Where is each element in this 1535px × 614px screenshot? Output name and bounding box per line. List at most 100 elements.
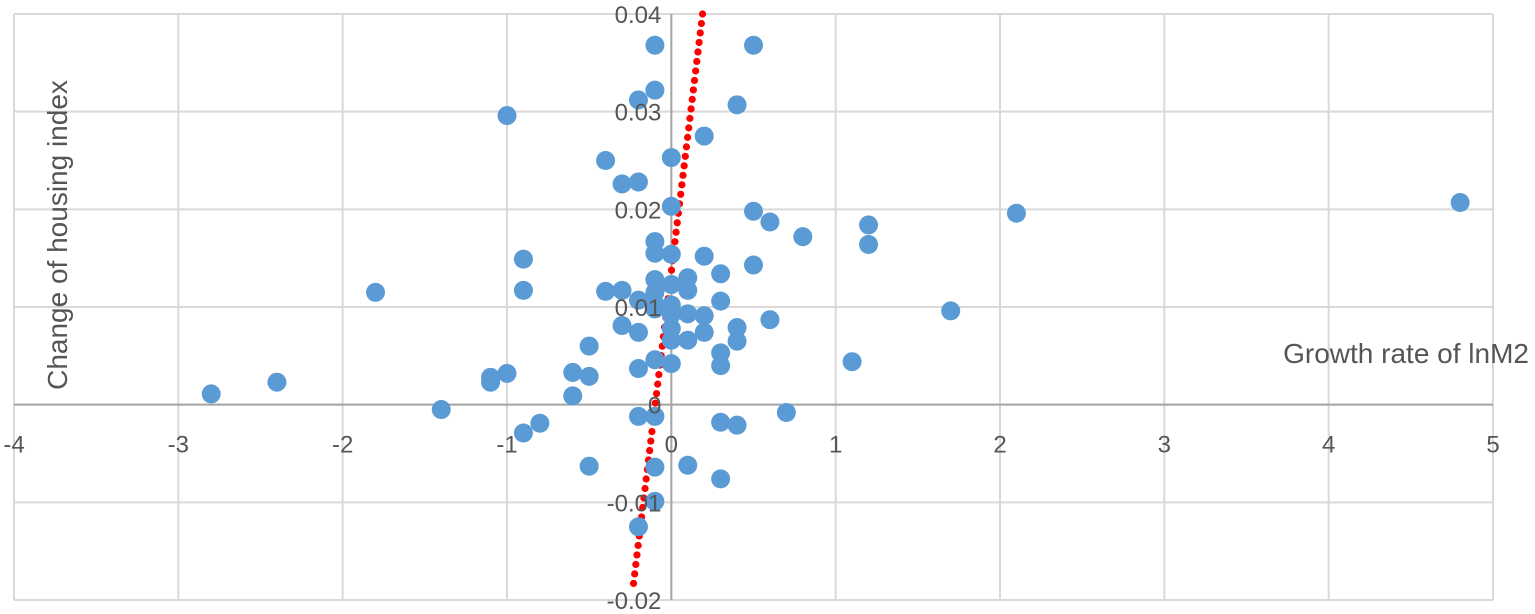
data-point [513,280,533,300]
data-point [694,306,714,326]
data-point [694,322,714,342]
data-point [793,227,813,247]
data-point [628,517,648,537]
data-point [645,350,665,370]
trendline-dot [681,152,689,160]
y-tick-label: 0.03 [615,100,662,127]
data-point [366,282,386,302]
trendline-dot [697,19,706,28]
data-point [645,35,665,55]
data-point [744,201,763,221]
trendline-dot [685,124,693,132]
y-tick-label: 0.02 [615,197,662,224]
data-point [579,366,599,386]
x-tick-label: 4 [1322,432,1335,459]
trendline-dot [648,427,656,436]
trendline-dot [672,228,680,236]
trendline-dot [654,380,662,388]
data-point [579,336,599,356]
gridlines [13,13,1494,601]
data-point [678,455,698,475]
data-point [201,384,221,404]
trendline-dot [682,143,691,151]
data-point [711,469,731,489]
data-point [645,299,665,319]
trendline-dot [688,95,696,104]
trendline-dot [646,446,654,455]
data-point [727,318,747,338]
trendline-dot [647,437,655,445]
data-point [744,255,763,275]
data-point [678,280,698,300]
data-point [513,249,533,269]
trendline-dot [633,551,641,559]
data-point [628,90,648,110]
y-tick-label: -0.02 [607,588,662,614]
x-tick-label: 0 [665,432,678,459]
data-point [497,363,517,383]
data-point [727,95,747,115]
data-point [645,457,665,477]
data-point [694,126,714,146]
data-point [563,386,583,406]
data-point [596,151,616,170]
data-point [661,148,681,168]
x-tick-label: 2 [993,432,1006,459]
data-point [579,456,599,476]
data-point [530,413,550,433]
x-tick-labels: -4 -3 -2 -1 0 1 2 3 4 5 [3,432,1499,459]
trendline-dot [667,266,676,274]
trendline-dot [632,560,640,569]
trendline-dot [686,114,694,122]
trendline-dot [689,86,697,94]
data-point [661,244,681,264]
data-point [941,301,961,321]
data-point [612,280,632,300]
trendline-dot [641,484,649,493]
data-point [661,330,681,350]
data-point [628,359,648,379]
trendline-dot [696,29,704,37]
data-point [661,305,681,325]
data-point [760,212,780,232]
y-tick-label: 0.04 [615,2,662,29]
y-tick-label: 0.01 [615,295,662,322]
data-point [661,196,681,216]
trendline-dot [695,38,703,47]
data-point [596,281,616,301]
data-point [711,264,731,284]
trendline-dot [687,105,695,113]
data-point [612,174,632,194]
trendline-dot [677,190,685,198]
data-point [661,275,681,295]
data-point [678,330,698,350]
data-point [628,290,648,310]
trendline-dot [684,133,692,141]
data-point [1006,203,1026,223]
x-tick-label: 5 [1486,432,1499,459]
trendline-dot [652,389,661,398]
data-point [661,354,681,374]
trendline-dot [671,238,679,246]
trendline-dot [631,570,639,578]
data-point [760,310,780,330]
x-tick-label: 3 [1158,432,1171,459]
trendline-dot [639,503,647,512]
trendline-dot [634,541,642,550]
data-point [497,106,517,126]
data-point [711,356,731,376]
y-tick-label: -0.01 [607,490,662,517]
trendline-dot [679,171,687,179]
data-point [711,412,731,432]
trendline-dot [698,10,707,18]
data-point [776,402,796,422]
trendline-dot [629,579,638,587]
x-axis-title: Growth rate of lnM2 [1283,338,1529,369]
data-point [711,291,731,311]
trendline-dot [692,67,700,75]
data-point [842,352,862,372]
data-point [645,491,665,511]
x-tick-label: 1 [829,432,842,459]
data-point [563,362,583,382]
